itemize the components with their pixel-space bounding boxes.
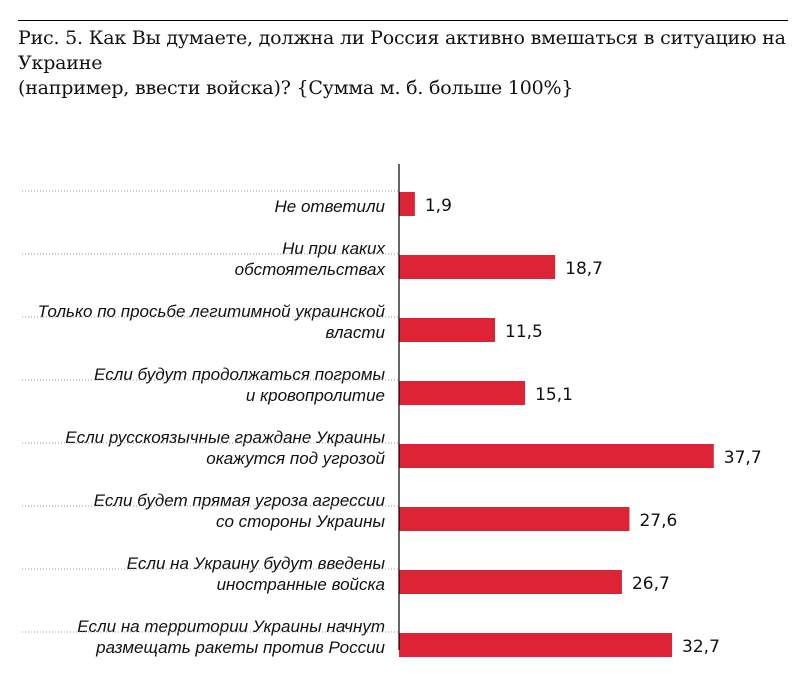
figure-title: Рис. 5. Как Вы думаете, должна ли Россия… xyxy=(18,26,788,101)
category-label: иностранные войска xyxy=(217,575,385,594)
category-label: Если будет прямая угроза агрессии xyxy=(94,491,386,510)
bar-value-label: 26,7 xyxy=(632,574,670,594)
bar xyxy=(399,444,714,468)
category-label: Если будут продолжаться погромы xyxy=(94,365,386,384)
figure-title-line-2: (например, ввести войска)? {Сумма м. б. … xyxy=(18,77,574,99)
category-label: Если на территории Украины начнут xyxy=(77,617,385,636)
bar xyxy=(399,633,673,657)
category-label: окажутся под угрозой xyxy=(206,449,385,468)
bar xyxy=(399,570,622,594)
bar xyxy=(399,318,496,342)
category-label: Ни при каких xyxy=(282,239,385,258)
category-label: обстоятельствах xyxy=(235,260,386,279)
bar xyxy=(399,192,415,216)
category-label: власти xyxy=(326,323,386,342)
top-rule xyxy=(18,20,788,21)
category-label: Если русскоязычные граждане Украины xyxy=(65,428,385,447)
bar xyxy=(399,381,526,405)
bar-value-label: 37,7 xyxy=(724,448,762,468)
category-label: со стороны Украины xyxy=(216,512,386,531)
bar xyxy=(399,255,556,279)
category-label: Если на Украину будут введены xyxy=(127,554,386,573)
bar-value-label: 11,5 xyxy=(505,322,543,342)
category-label: размещать ракеты против России xyxy=(95,638,385,657)
category-label: Только по просьбе легитимной украинской xyxy=(38,302,386,321)
bar-value-label: 18,7 xyxy=(565,259,603,279)
bar-value-label: 15,1 xyxy=(535,385,573,405)
figure-title-line-1: Рис. 5. Как Вы думаете, должна ли Россия… xyxy=(18,27,786,74)
bar-value-label: 1,9 xyxy=(425,196,452,216)
category-label: Не ответили xyxy=(275,197,386,216)
bar-value-label: 32,7 xyxy=(682,637,720,657)
bar xyxy=(399,507,630,531)
category-label: и кровопролитие xyxy=(246,386,385,405)
bar-value-label: 27,6 xyxy=(639,511,677,531)
